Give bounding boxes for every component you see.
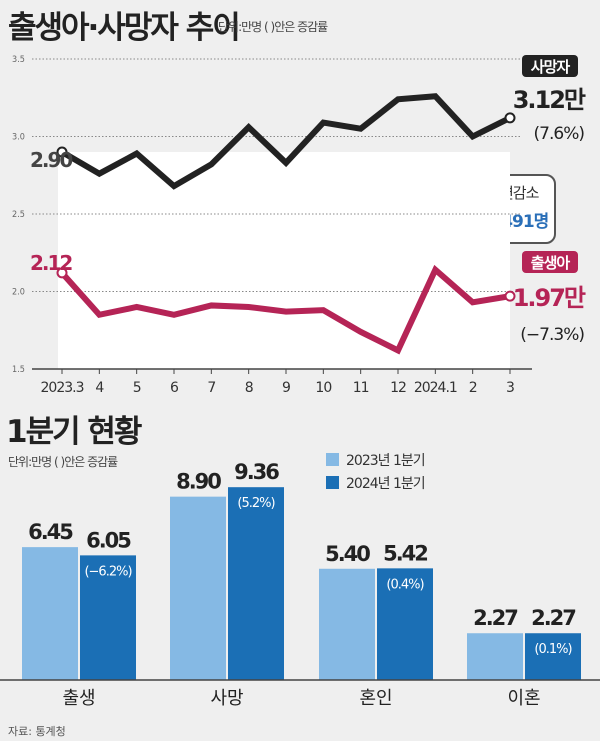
bar	[170, 496, 226, 680]
legend-2023: 2023년 1분기	[326, 450, 426, 470]
bar-change-label: (5.2%)	[237, 496, 274, 511]
category-label: 이혼	[507, 688, 540, 709]
bar-value-label: 5.42	[383, 541, 427, 565]
data-point	[56, 267, 68, 279]
category-label: 혼인	[359, 688, 392, 709]
bar-change-label: (0.1%)	[534, 642, 571, 657]
bar	[467, 633, 523, 680]
y-tick-label: 2.0	[12, 288, 25, 298]
start-value-label: 2.12	[30, 251, 72, 275]
series-name-label: 출생아	[531, 254, 571, 272]
bar-change-label: (−6.2%)	[84, 564, 131, 579]
bar-value-label: 2.27	[473, 606, 517, 630]
series-badge	[522, 251, 578, 273]
start-value-label: 2.90	[30, 148, 72, 172]
x-tick-label: 8	[245, 380, 253, 396]
data-point	[504, 290, 516, 302]
data-point	[56, 146, 68, 158]
bar-value-label: 2.27	[531, 606, 575, 630]
end-value-label: 3.12만	[513, 86, 586, 114]
series-badge	[522, 55, 578, 77]
x-tick-label: 7	[207, 380, 215, 396]
bar-value-label: 6.05	[86, 528, 131, 552]
series-line-births	[59, 264, 511, 355]
bar-value-label: 6.45	[28, 520, 73, 544]
x-tick-label: 2024.1	[414, 380, 457, 396]
end-value-label: 1.97만	[513, 284, 586, 312]
plot-background	[58, 152, 510, 369]
series-line-deaths	[60, 93, 512, 190]
x-tick-label: 9	[282, 380, 290, 396]
legend-swatch	[326, 453, 339, 466]
bar-value-label: 9.36	[234, 460, 279, 484]
bar	[80, 555, 136, 680]
bar-chart-unit: 단위:만명 ( )안은 증감률	[8, 455, 118, 469]
x-tick-label: 12	[390, 380, 406, 396]
bar-value-label: 5.40	[325, 542, 370, 566]
y-tick-label: 1.5	[12, 365, 25, 375]
y-tick-label: 3.0	[12, 133, 25, 143]
bar-change-label: (0.4%)	[386, 577, 423, 592]
x-tick-label: 4	[95, 380, 104, 396]
data-point	[504, 112, 516, 124]
legend-swatch	[326, 476, 339, 489]
bar-chart-title: 1분기 현황	[6, 414, 142, 450]
x-tick-label: 10	[315, 380, 331, 396]
x-tick-label: 5	[133, 380, 141, 396]
bar	[525, 633, 581, 680]
source-note: 자료: 통계청	[8, 725, 66, 738]
x-tick-label: 6	[170, 380, 179, 396]
line-chart-unit: 단위:만명 ( )안은 증감률	[218, 20, 328, 34]
legend-2024: 2024년 1분기	[326, 473, 426, 493]
end-change-label: (7.6%)	[534, 124, 585, 144]
category-label: 사망	[210, 688, 243, 709]
y-tick-label: 3.5	[12, 55, 25, 65]
bar	[228, 487, 284, 680]
category-label: 출생	[62, 688, 95, 709]
bar-value-label: 8.90	[176, 470, 221, 494]
series-name-label: 사망자	[531, 58, 571, 76]
bar	[377, 568, 433, 680]
legend-label: 2024년 1분기	[346, 476, 426, 492]
bar	[319, 568, 375, 680]
line-chart-title: 출생아·사망자 추이	[8, 10, 241, 46]
x-tick-label: 3	[506, 380, 514, 396]
end-change-label: (−7.3%)	[520, 325, 584, 345]
x-tick-label: 11	[353, 380, 369, 396]
x-tick-label: 2023.3	[41, 380, 84, 396]
legend-label: 2023년 1분기	[346, 453, 426, 469]
y-tick-label: 2.5	[12, 210, 25, 220]
x-tick-label: 2	[469, 380, 477, 396]
bar	[22, 547, 78, 680]
